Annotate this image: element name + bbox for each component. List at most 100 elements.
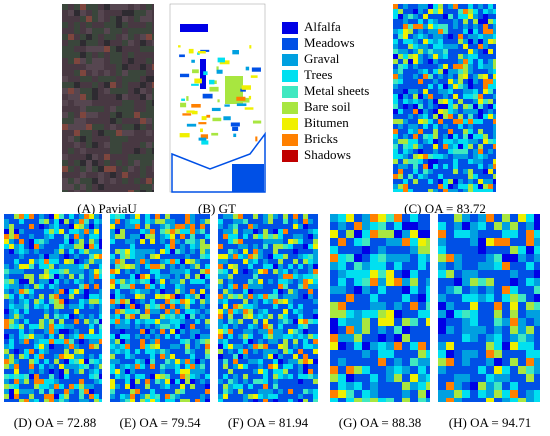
map-pixel bbox=[443, 94, 448, 99]
map-pixel bbox=[185, 224, 190, 229]
map-pixel bbox=[426, 318, 430, 326]
map-pixel bbox=[446, 334, 454, 342]
map-pixel bbox=[502, 230, 510, 238]
map-pixel bbox=[9, 214, 14, 219]
map-pixel bbox=[69, 334, 74, 339]
legend-label: Trees bbox=[304, 67, 332, 82]
map-pixel bbox=[49, 294, 54, 299]
map-pixel bbox=[218, 324, 223, 329]
map-pixel bbox=[468, 34, 473, 39]
map-pixel bbox=[458, 149, 463, 154]
map-pixel bbox=[534, 278, 540, 286]
image-pixel bbox=[80, 22, 86, 28]
image-pixel bbox=[152, 142, 154, 148]
map-pixel bbox=[218, 304, 223, 309]
map-pixel bbox=[79, 334, 84, 339]
map-pixel bbox=[293, 394, 298, 399]
map-pixel bbox=[468, 69, 473, 74]
map-pixel bbox=[89, 344, 94, 349]
map-pixel bbox=[223, 304, 228, 309]
map-pixel bbox=[69, 294, 74, 299]
map-pixel bbox=[448, 119, 453, 124]
map-pixel bbox=[175, 254, 180, 259]
map-pixel bbox=[59, 214, 64, 219]
map-pixel bbox=[288, 289, 293, 294]
map-pixel bbox=[313, 219, 318, 224]
map-pixel bbox=[64, 319, 69, 324]
image-pixel bbox=[92, 130, 98, 136]
map-pixel bbox=[170, 374, 175, 379]
map-pixel bbox=[398, 114, 403, 119]
image-pixel bbox=[122, 112, 128, 118]
map-pixel bbox=[418, 366, 426, 374]
map-pixel bbox=[386, 222, 394, 230]
map-pixel bbox=[493, 129, 496, 134]
map-pixel bbox=[438, 4, 443, 9]
map-pixel bbox=[338, 262, 346, 270]
image-pixel bbox=[98, 154, 104, 160]
map-pixel bbox=[478, 286, 486, 294]
map-pixel bbox=[120, 289, 125, 294]
map-pixel bbox=[398, 179, 403, 184]
image-pixel bbox=[80, 130, 86, 136]
map-pixel bbox=[433, 19, 438, 24]
map-pixel bbox=[278, 339, 283, 344]
map-pixel bbox=[303, 344, 308, 349]
map-pixel bbox=[4, 319, 9, 324]
map-pixel bbox=[34, 219, 39, 224]
map-pixel bbox=[478, 310, 486, 318]
map-pixel bbox=[408, 59, 413, 64]
map-pixel bbox=[218, 314, 223, 319]
map-pixel bbox=[483, 49, 488, 54]
map-pixel bbox=[443, 109, 448, 114]
map-pixel bbox=[9, 234, 14, 239]
map-pixel bbox=[248, 314, 253, 319]
map-pixel bbox=[483, 59, 488, 64]
map-pixel bbox=[64, 279, 69, 284]
map-pixel bbox=[448, 139, 453, 144]
map-pixel bbox=[494, 398, 502, 402]
map-pixel bbox=[313, 364, 318, 369]
map-pixel bbox=[185, 249, 190, 254]
map-pixel bbox=[140, 334, 145, 339]
map-pixel bbox=[130, 309, 135, 314]
map-pixel bbox=[410, 238, 418, 246]
map-pixel bbox=[273, 399, 278, 402]
gt-region bbox=[191, 103, 201, 108]
map-pixel bbox=[298, 319, 303, 324]
map-pixel bbox=[14, 329, 19, 334]
image-pixel bbox=[140, 22, 146, 28]
map-pixel bbox=[79, 239, 84, 244]
map-pixel bbox=[446, 398, 454, 402]
map-pixel bbox=[402, 302, 410, 310]
map-pixel bbox=[74, 314, 79, 319]
map-pixel bbox=[233, 334, 238, 339]
map-pixel bbox=[453, 189, 458, 192]
map-pixel bbox=[278, 234, 283, 239]
map-pixel bbox=[283, 399, 288, 402]
map-pixel bbox=[478, 14, 483, 19]
map-pixel bbox=[233, 394, 238, 399]
map-pixel bbox=[362, 342, 370, 350]
map-pixel bbox=[298, 234, 303, 239]
image-pixel bbox=[92, 142, 98, 148]
map-pixel bbox=[140, 389, 145, 394]
map-pixel bbox=[393, 49, 398, 54]
gt-region bbox=[223, 116, 231, 121]
map-pixel bbox=[268, 354, 273, 359]
map-pixel bbox=[218, 394, 223, 399]
map-pixel bbox=[64, 259, 69, 264]
map-pixel bbox=[94, 339, 99, 344]
image-pixel bbox=[110, 154, 116, 160]
map-pixel bbox=[155, 239, 160, 244]
map-pixel bbox=[130, 379, 135, 384]
map-pixel bbox=[140, 289, 145, 294]
map-pixel bbox=[89, 289, 94, 294]
map-pixel bbox=[443, 89, 448, 94]
map-pixel bbox=[9, 244, 14, 249]
map-pixel bbox=[195, 344, 200, 349]
map-pixel bbox=[443, 84, 448, 89]
map-pixel bbox=[74, 394, 79, 399]
map-pixel bbox=[238, 329, 243, 334]
map-pixel bbox=[518, 382, 526, 390]
